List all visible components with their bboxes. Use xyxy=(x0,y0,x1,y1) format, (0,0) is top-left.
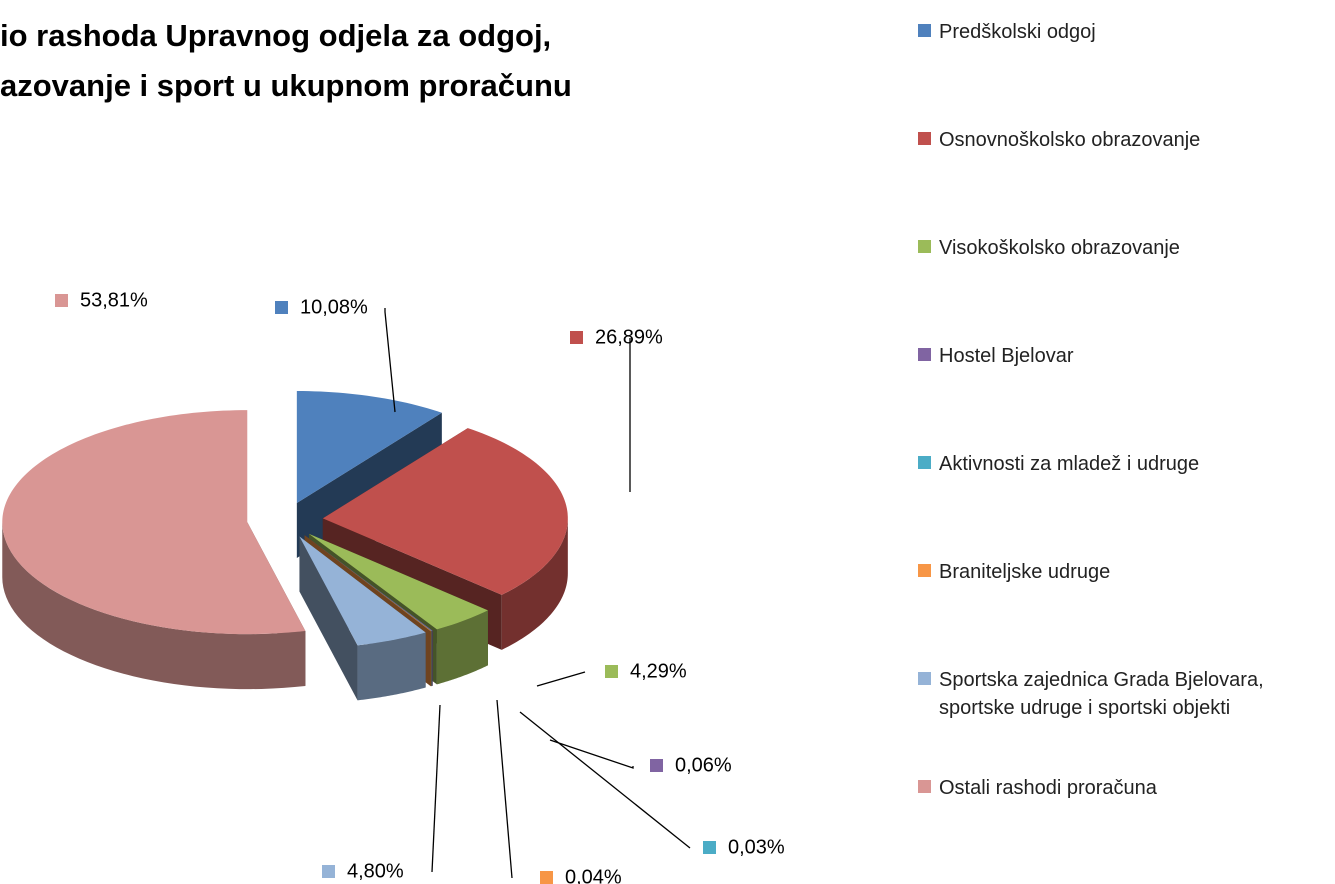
legend-item: Ostali rashodi proračuna xyxy=(918,774,1334,802)
label-swatch xyxy=(55,294,68,307)
legend-item: Hostel Bjelovar xyxy=(918,342,1334,370)
legend-swatch xyxy=(918,348,931,361)
data-labels: 10,08% 26,89% 4,29% 0,06% 0,03% 0,04% 4,80% 53,… xyxy=(55,289,785,884)
slice xyxy=(299,536,426,646)
legend-item: Visokoškolsko obrazovanje xyxy=(918,234,1334,262)
data-label: 26,89% xyxy=(595,326,663,348)
legend-label: Sportska zajednica Grada Bjelovara, spor… xyxy=(939,669,1264,719)
legend-label: Visokoškolsko obrazovanje xyxy=(939,237,1180,259)
legend-swatch xyxy=(918,564,931,577)
chart-title: io rashoda Upravnog odjela za odgoj, xyxy=(0,18,551,53)
label-swatch xyxy=(703,841,716,854)
chart-title: azovanje i sport u ukupnom proračunu xyxy=(0,68,572,103)
data-label: 53,81% xyxy=(80,289,148,311)
slice-side xyxy=(2,522,306,690)
legend-item: Osnovnoškolsko obrazovanje xyxy=(918,126,1334,154)
slice xyxy=(309,533,488,630)
leader-line xyxy=(384,308,396,413)
leader-line xyxy=(549,739,634,769)
data-label: 10,08% xyxy=(300,296,368,318)
legend-item: Braniteljske udruge xyxy=(918,558,1334,586)
label-swatch xyxy=(570,331,583,344)
legend-item: Aktivnosti za mladež i udruge xyxy=(918,450,1334,478)
label-swatch xyxy=(605,665,618,678)
slice-side xyxy=(436,610,488,685)
slice xyxy=(2,410,306,635)
label-swatch xyxy=(275,301,288,314)
label-swatch xyxy=(322,865,335,878)
legend-item: Sportska zajednica Grada Bjelovara, spor… xyxy=(918,666,1334,722)
legend-label: Osnovnoškolsko obrazovanje xyxy=(939,129,1201,151)
legend-label: Ostali rashodi proračuna xyxy=(939,777,1157,799)
label-swatch xyxy=(540,871,553,884)
slice-side xyxy=(431,630,433,687)
slice xyxy=(304,535,432,632)
legend-label: Braniteljske udruge xyxy=(939,561,1111,583)
legend-label: Predškolski odgoj xyxy=(939,21,1096,43)
slice-side xyxy=(299,536,358,701)
leader-line xyxy=(431,704,441,873)
leader-line xyxy=(519,711,691,849)
data-label: 0,03% xyxy=(728,836,785,858)
label-swatch xyxy=(650,759,663,772)
leader-line xyxy=(536,671,586,687)
data-label: 0,06% xyxy=(675,754,732,776)
slice-side xyxy=(357,632,426,701)
data-label: 4,80% xyxy=(347,860,404,882)
data-label: 4,29% xyxy=(630,660,687,682)
legend-swatch xyxy=(918,240,931,253)
legend-item: Predškolski odgoj xyxy=(918,18,1334,46)
legend-swatch xyxy=(918,132,931,145)
legend-swatch xyxy=(918,672,931,685)
slice-side xyxy=(430,631,432,687)
slice xyxy=(296,391,442,504)
legend-label: Aktivnosti za mladež i udruge xyxy=(939,453,1200,475)
slice xyxy=(304,535,432,632)
legend-swatch xyxy=(918,456,931,469)
legend-swatch xyxy=(918,24,931,37)
slice-side xyxy=(501,518,568,650)
slice xyxy=(322,428,568,595)
slice xyxy=(304,535,433,632)
data-label: 0,04% xyxy=(565,866,622,884)
leader-line xyxy=(496,699,513,879)
legend-label: Hostel Bjelovar xyxy=(939,345,1074,367)
legend-swatch xyxy=(918,780,931,793)
pie xyxy=(2,391,568,701)
